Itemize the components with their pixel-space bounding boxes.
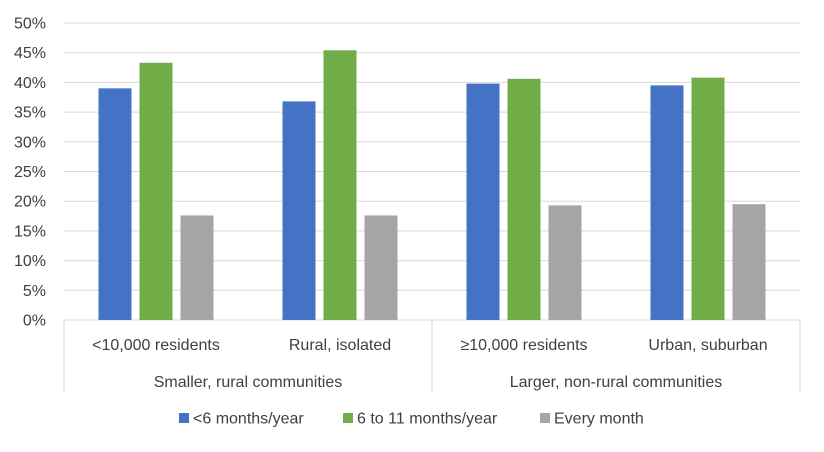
x-category-label: ≥10,000 residents [460, 337, 587, 354]
bar [691, 77, 725, 320]
x-category-label: <10,000 residents [92, 337, 220, 354]
bar [732, 204, 766, 320]
y-axis-ticks: 0% 5% 10% 15% 20% 25% 30% 35% 40% 45% 50% [14, 16, 46, 330]
x-axis: <10,000 residents Rural, isolated ≥10,000 … [63, 320, 801, 391]
x-category-label: Rural, isolated [289, 337, 391, 354]
y-tick-label: 40% [14, 75, 46, 92]
gridlines [64, 22, 800, 321]
x-group-label: Larger, non-rural communities [510, 374, 723, 391]
bar [548, 205, 582, 320]
y-tick-label: 20% [14, 194, 46, 211]
y-tick-label: 50% [14, 16, 46, 33]
y-tick-label: 0% [23, 313, 46, 330]
bar [139, 62, 173, 320]
legend: <6 months/year 6 to 11 months/year Every m… [179, 411, 644, 428]
legend-label: 6 to 11 months/year [357, 411, 498, 428]
bar [650, 85, 684, 321]
bar [98, 88, 132, 320]
bars [98, 50, 766, 321]
y-tick-label: 25% [14, 164, 46, 181]
legend-label: Every month [554, 411, 644, 428]
y-tick-label: 35% [14, 105, 46, 122]
bar [282, 101, 316, 321]
x-category-label: Urban, suburban [648, 337, 767, 354]
bar [364, 215, 398, 320]
legend-swatch [179, 413, 189, 423]
legend-swatch [540, 413, 550, 423]
legend-label: <6 months/year [193, 411, 304, 428]
legend-swatch [343, 413, 353, 423]
y-tick-label: 5% [23, 283, 46, 300]
y-tick-label: 15% [14, 223, 46, 240]
bar [180, 215, 214, 320]
y-tick-label: 10% [14, 253, 46, 270]
y-tick-label: 30% [14, 134, 46, 151]
bar [323, 50, 357, 320]
bar [507, 78, 541, 320]
y-tick-label: 45% [14, 45, 46, 62]
bar [466, 83, 500, 320]
x-group-label: Smaller, rural communities [154, 374, 343, 391]
